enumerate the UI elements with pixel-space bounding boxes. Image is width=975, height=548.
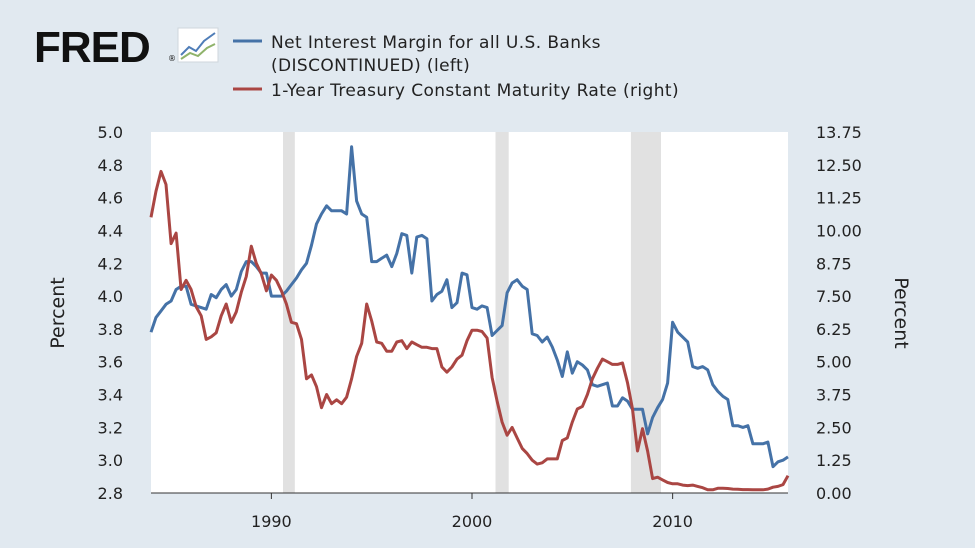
right-axis-title: Percent — [890, 277, 912, 349]
fred-logo-text: FRED — [34, 23, 150, 72]
right-tick-label: 10.00 — [816, 221, 862, 240]
right-tick-label: 12.50 — [816, 156, 862, 175]
left-tick-label: 3.0 — [98, 451, 123, 470]
fred-chart-icon — [177, 27, 219, 63]
left-tick-label: 3.2 — [98, 418, 123, 437]
right-tick-label: 8.75 — [816, 254, 852, 273]
registered-mark: ® — [168, 54, 176, 63]
series-1y-treasury-rate — [149, 169, 790, 492]
right-tick-label: 2.50 — [816, 418, 852, 437]
right-axis-ticks: 0.00 1.25 2.50 3.75 5.00 6.25 7.50 8.75 10.00 11.… — [816, 123, 862, 503]
left-axis-ticks: 2.8 3.0 3.2 3.4 3.6 3.8 4.0 4.2 4.4 4.6 4.8 5.0 — [98, 123, 123, 503]
legend-label-left-line1: Net Interest Margin for all U.S. Banks — [271, 33, 601, 53]
x-tick-label: 2000 — [452, 512, 493, 531]
right-tick-label: 1.25 — [816, 451, 852, 470]
left-tick-label: 3.8 — [98, 320, 123, 339]
legend-label-right: 1-Year Treasury Constant Maturity Rate (… — [271, 81, 679, 101]
left-tick-label: 4.2 — [98, 254, 123, 273]
left-tick-label: 4.4 — [98, 221, 123, 240]
left-tick-label: 4.6 — [98, 189, 123, 208]
left-tick-label: 3.6 — [98, 353, 123, 372]
fred-logo[interactable]: FRED ® — [34, 23, 219, 72]
plot-area — [151, 132, 788, 493]
right-tick-label: 7.50 — [816, 287, 852, 306]
x-tick-label: 2010 — [652, 512, 693, 531]
right-tick-label: 11.25 — [816, 189, 862, 208]
right-tick-label: 13.75 — [816, 123, 862, 142]
right-tick-label: 5.00 — [816, 353, 852, 372]
left-tick-label: 2.8 — [98, 484, 123, 503]
legend-label-left-line2: (DISCONTINUED) (left) — [271, 56, 470, 76]
legend: Net Interest Margin for all U.S. Banks (… — [233, 33, 679, 101]
x-axis-ticks: 1990 2000 2010 — [251, 493, 693, 531]
left-tick-label: 4.0 — [98, 287, 123, 306]
right-tick-label: 0.00 — [816, 484, 852, 503]
x-tick-label: 1990 — [251, 512, 292, 531]
left-tick-label: 3.4 — [98, 386, 123, 405]
series-line-1y-treasury — [149, 169, 790, 492]
right-tick-label: 3.75 — [816, 386, 852, 405]
left-tick-label: 5.0 — [98, 123, 123, 142]
right-tick-label: 6.25 — [816, 320, 852, 339]
left-axis-title: Percent — [47, 277, 69, 349]
recession-band — [495, 132, 509, 493]
left-tick-label: 4.8 — [98, 156, 123, 175]
